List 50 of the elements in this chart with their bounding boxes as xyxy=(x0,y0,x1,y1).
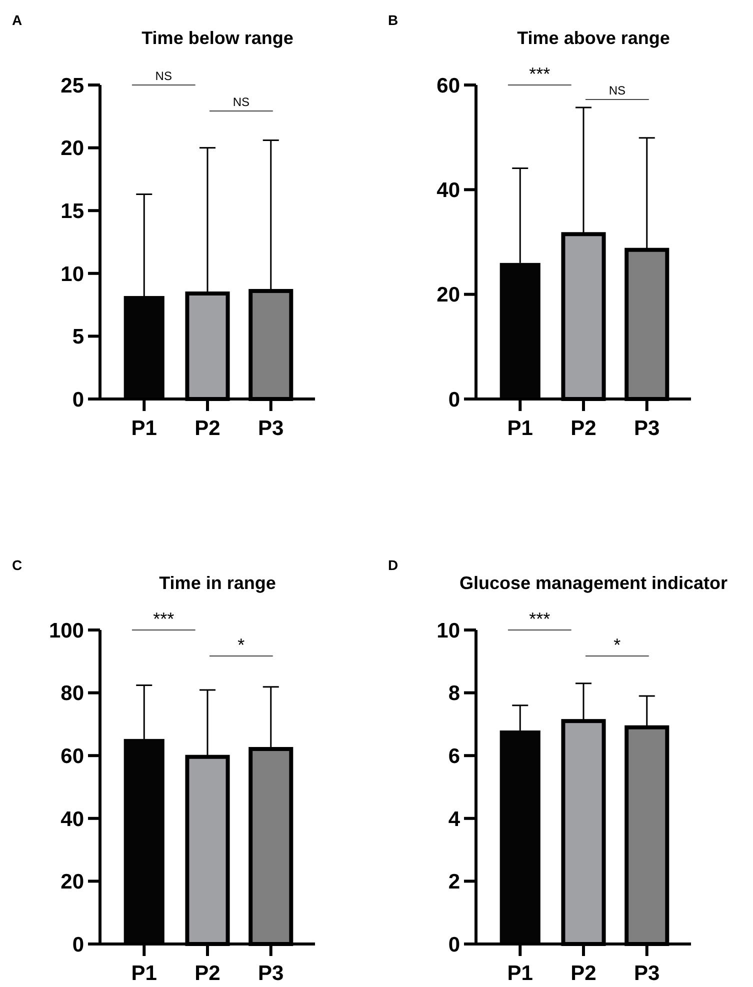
text: *** xyxy=(153,609,174,629)
y-tick-label: 40 xyxy=(60,808,84,831)
x-tick-label: P1 xyxy=(507,417,534,440)
text: A xyxy=(12,12,22,28)
chart-title: Time in range xyxy=(159,573,276,593)
y-tick-label: 15 xyxy=(60,200,84,223)
text: D xyxy=(388,557,398,573)
y-tick-label: 40 xyxy=(436,179,460,202)
x-tick-label: P2 xyxy=(194,962,220,985)
y-tick-label: 20 xyxy=(436,284,460,307)
y-tick-label: 20 xyxy=(60,137,84,160)
chart-title: Time above range xyxy=(517,28,670,48)
y-tick-label: 4 xyxy=(448,808,460,831)
y-tick-label: 0 xyxy=(72,933,84,956)
x-tick-label: P2 xyxy=(570,962,596,985)
text: *** xyxy=(529,609,550,629)
x-tick-label: P3 xyxy=(634,962,660,985)
y-tick-label: 0 xyxy=(72,388,84,412)
annotation: NS xyxy=(232,95,250,109)
y-tick-label: 0 xyxy=(448,933,460,956)
y-tick-label: 100 xyxy=(48,619,84,642)
y-tick-label: 10 xyxy=(436,619,460,642)
y-tick-label: 5 xyxy=(72,326,84,349)
y-tick-label: 6 xyxy=(448,744,460,768)
y-tick-label: 80 xyxy=(60,682,84,706)
y-tick-label: 2 xyxy=(448,870,460,894)
y-tick-label: 60 xyxy=(60,744,84,768)
annotation: NS xyxy=(608,84,626,98)
x-tick-label: P2 xyxy=(570,417,596,440)
x-tick-label: P1 xyxy=(507,962,534,985)
chart-title: Time below range xyxy=(142,28,294,48)
y-tick-label: 0 xyxy=(448,388,460,412)
text: B xyxy=(388,12,398,28)
y-tick-label: 8 xyxy=(448,682,460,706)
y-tick-label: 10 xyxy=(60,262,84,286)
annotation: * xyxy=(614,635,621,655)
x-tick-label: P1 xyxy=(131,417,158,440)
x-tick-label: P1 xyxy=(131,962,158,985)
annotation: * xyxy=(238,635,245,655)
x-tick-label: P2 xyxy=(194,417,220,440)
text: C xyxy=(12,557,22,573)
x-tick-label: P3 xyxy=(258,962,284,985)
chart-title: Glucose management indicator xyxy=(459,573,728,593)
y-tick-label: 60 xyxy=(436,74,460,98)
text: *** xyxy=(529,64,550,84)
text: NS xyxy=(155,69,172,83)
x-tick-label: P3 xyxy=(258,417,284,440)
y-tick-label: 25 xyxy=(60,74,84,98)
y-tick-label: 20 xyxy=(60,870,84,894)
x-tick-label: P3 xyxy=(634,417,660,440)
